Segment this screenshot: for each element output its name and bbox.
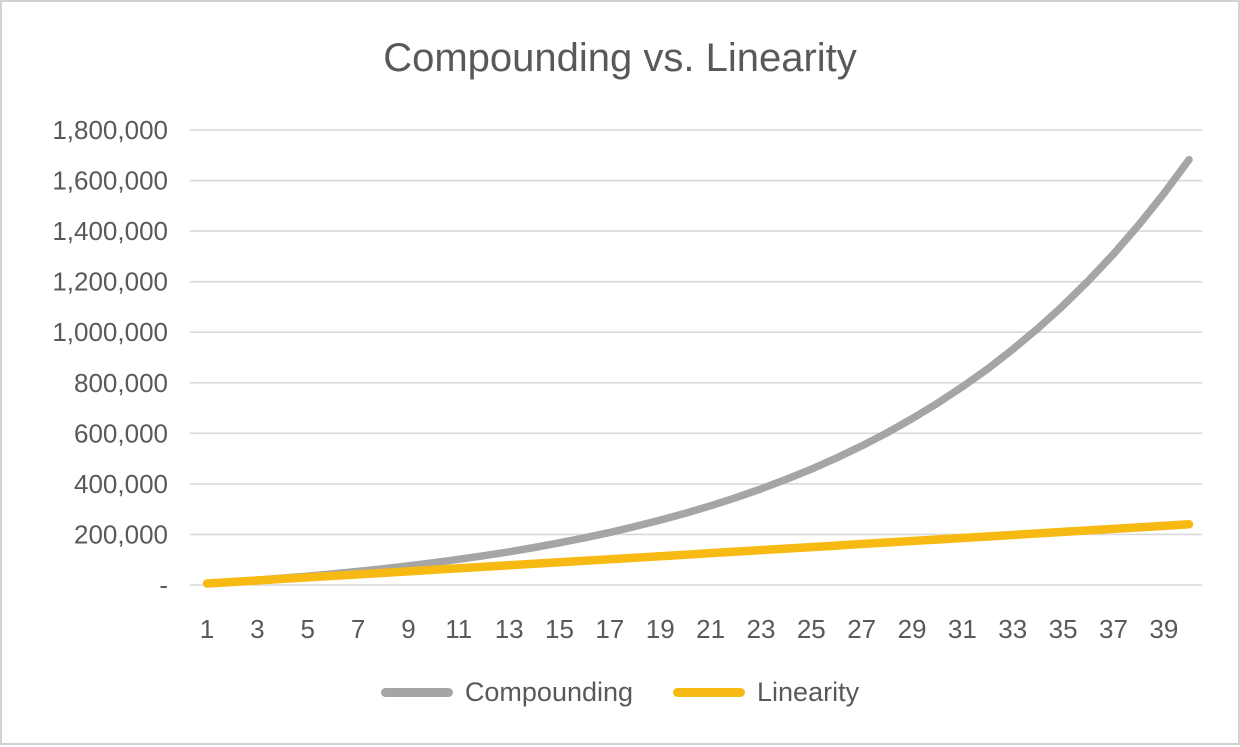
y-tick-label: 200,000 (74, 519, 168, 549)
series-line-linearity (202, 520, 1194, 588)
x-tick-label: 11 (445, 614, 472, 644)
x-tick-label: 15 (545, 614, 574, 644)
x-tick-label: 31 (948, 614, 977, 644)
legend-label-compounding: Compounding (464, 677, 634, 707)
y-tick-label: 1,400,000 (52, 216, 168, 246)
x-tick-label: 25 (797, 614, 826, 644)
x-tick-label: 37 (1099, 614, 1128, 644)
y-tick-label: 1,800,000 (52, 115, 168, 145)
legend-swatch-linearity-icon (673, 688, 746, 697)
y-tick-label: 800,000 (74, 368, 168, 398)
x-tick-label: 7 (351, 614, 365, 644)
y-tick-label: 1,000,000 (52, 317, 168, 347)
legend-item-compounding: Compounding (380, 677, 634, 708)
x-tick-label: 21 (696, 614, 725, 644)
legend-item-linearity: Linearity (673, 677, 859, 708)
y-tick-label: 400,000 (74, 469, 168, 499)
x-tick-label: 1 (200, 614, 214, 644)
y-tick-label: - (159, 570, 168, 600)
x-tick-label: 19 (646, 614, 675, 644)
legend-label-linearity: Linearity (757, 677, 860, 707)
x-tick-label: 35 (1049, 614, 1078, 644)
x-tick-label: 33 (998, 614, 1027, 644)
x-tick-label: 23 (746, 614, 775, 644)
y-tick-label: 600,000 (74, 418, 168, 448)
y-tick-label: 1,600,000 (52, 166, 168, 196)
x-tick-label: 3 (250, 614, 264, 644)
y-tick-label: 1,200,000 (52, 267, 168, 297)
legend-swatch-compounding-icon (380, 688, 453, 697)
legend: Compounding Linearity (2, 677, 1238, 708)
x-tick-label: 5 (300, 614, 314, 644)
x-tick-label: 39 (1149, 614, 1178, 644)
series-line-compounding (203, 155, 1193, 588)
x-tick-label: 29 (898, 614, 927, 644)
x-tick-label: 9 (401, 614, 415, 644)
chart-title: Compounding vs. Linearity (383, 36, 857, 80)
x-tick-label: 27 (847, 614, 876, 644)
x-tick-label: 17 (595, 614, 624, 644)
x-tick-label: 13 (495, 614, 524, 644)
